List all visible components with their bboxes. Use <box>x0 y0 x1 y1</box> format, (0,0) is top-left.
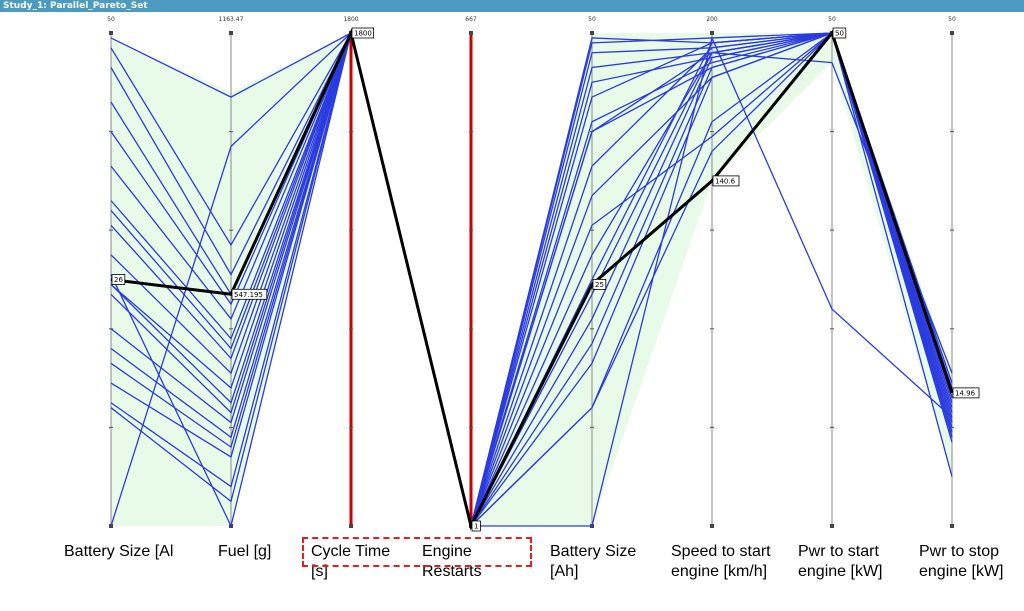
selected-value-box <box>231 288 268 300</box>
axis-top-handle[interactable] <box>109 31 113 35</box>
selected-value-box <box>351 27 375 39</box>
selected-value-text: 1 <box>474 523 478 531</box>
axis-max-label-2: 1163.47 <box>219 16 244 23</box>
pareto-solution-line[interactable] <box>110 31 953 527</box>
selected-value-label: 50 <box>832 27 847 39</box>
axis-label-8: Pwr to stop engine [kW] <box>919 543 1004 580</box>
pareto-solution-line[interactable] <box>110 30 953 529</box>
selected-value-text: 547.195 <box>234 291 263 299</box>
pareto-solution-line[interactable] <box>110 31 953 529</box>
axis-label-5: Battery Size [Ah] <box>550 543 637 580</box>
pareto-solution-line[interactable] <box>110 30 953 528</box>
pareto-solution-line[interactable] <box>110 30 953 529</box>
selected-value-box <box>111 274 126 285</box>
axis-max-label-4: 667 <box>465 16 477 23</box>
selected-value-label: 1800 <box>351 27 375 39</box>
selected-value-box <box>832 27 847 39</box>
axis-max-label-3: 1800 <box>343 16 358 23</box>
axis-label-7: Pwr to start engine [kW] <box>798 543 883 580</box>
selected-value-text: 140.6 <box>715 177 736 185</box>
axis-top-handle[interactable] <box>710 31 714 35</box>
selected-value-text: 1800 <box>354 30 372 38</box>
pareto-solution-line[interactable] <box>110 30 953 528</box>
axis-label-1: Battery Size [Al <box>64 543 174 560</box>
axis-max-label-7: 50 <box>828 16 836 23</box>
selected-value-text: 14.96 <box>955 389 976 397</box>
axis-top-handle[interactable] <box>229 31 233 35</box>
axis-label-2: Fuel [g] <box>218 543 272 560</box>
pareto-solution-line[interactable] <box>110 30 953 528</box>
selected-value-label: 14.96 <box>952 387 980 399</box>
axis-bottom-handle[interactable] <box>950 524 954 528</box>
axis-top-handle[interactable] <box>590 31 594 35</box>
window-title: Study_1: Parallel_Pareto_Set <box>3 1 148 11</box>
selected-value-text: 50 <box>835 30 844 38</box>
selected-value-box <box>952 387 980 399</box>
axis-bottom-handle[interactable] <box>830 524 834 528</box>
selected-value-text: 26 <box>114 276 123 284</box>
selected-value-text: 25 <box>595 281 604 289</box>
axis-label-6: Speed to start engine [km/h] <box>671 543 771 580</box>
parallel-coordinates-chart[interactable]: 26 547.195 1800 1 25 140.6 50 14.96 50 1163.47 18… <box>0 12 1024 534</box>
selected-value-box <box>712 175 740 187</box>
window-title-bar: Study_1: Parallel_Pareto_Set <box>0 0 1024 12</box>
axis-label-4: Engine Restarts <box>422 543 482 580</box>
axis-bottom-handle[interactable] <box>349 524 353 528</box>
selected-value-label: 1 <box>471 520 481 532</box>
axis-top-handle[interactable] <box>469 31 473 35</box>
pareto-solution-line[interactable] <box>110 32 953 528</box>
selected-value-label: 140.6 <box>712 175 740 187</box>
axis-label-3: Cycle Time [s] <box>311 543 391 580</box>
selected-value-label: 547.195 <box>231 288 268 300</box>
axis-bottom-handle[interactable] <box>710 524 714 528</box>
axis-max-label-8: 50 <box>948 16 956 23</box>
axis-top-handle[interactable] <box>950 31 954 35</box>
axis-max-label-5: 50 <box>588 16 596 23</box>
pareto-solution-line[interactable] <box>110 30 953 528</box>
selected-value-box <box>471 520 481 532</box>
axis-max-label-6: 200 <box>706 16 718 23</box>
pareto-solution-line[interactable] <box>110 30 953 529</box>
pareto-solution-line[interactable] <box>110 31 953 528</box>
axis-max-label-1: 50 <box>107 16 115 23</box>
selected-value-label: 26 <box>111 274 126 285</box>
selected-value-label: 25 <box>592 279 607 290</box>
selected-value-box <box>592 279 607 290</box>
constrained-axes-highlight-box <box>302 537 532 567</box>
selected-solution-line[interactable] <box>110 28 954 531</box>
